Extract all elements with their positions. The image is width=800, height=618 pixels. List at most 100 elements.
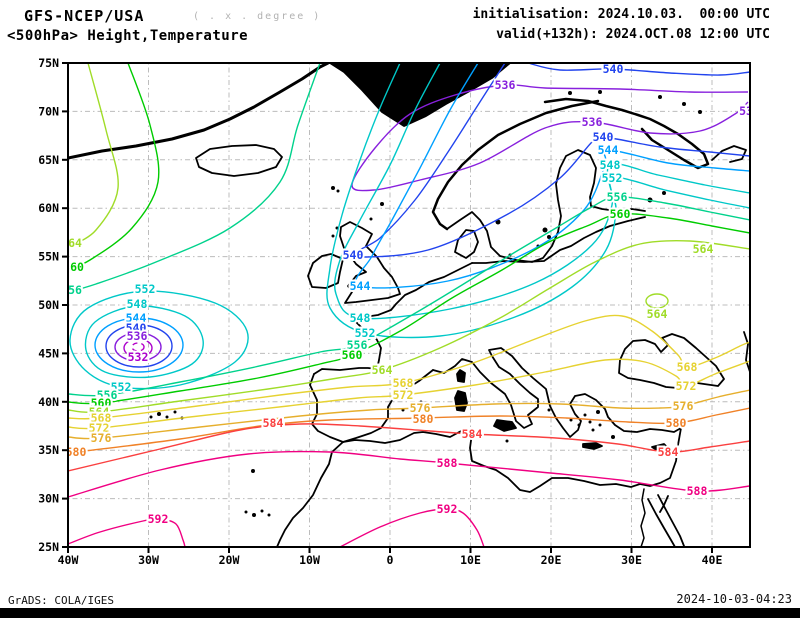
contour-label: 556 — [607, 190, 628, 204]
island-dot — [149, 415, 153, 419]
contour-552 — [326, 63, 750, 339]
island-dot — [244, 510, 248, 514]
contour-564 — [68, 239, 750, 414]
bottom-bar — [0, 608, 800, 618]
coastline — [313, 262, 473, 375]
contour-540 — [350, 63, 750, 258]
contour-572 — [68, 358, 750, 430]
contour-label: 588 — [437, 456, 458, 470]
island-dot — [598, 423, 602, 427]
contour-544 — [94, 317, 184, 373]
contour-label: 560 — [610, 207, 631, 221]
page-title: <500hPa> Height,Temperature — [7, 28, 249, 44]
contour-548 — [333, 63, 750, 320]
contour-592 — [339, 508, 485, 547]
island-dot — [369, 217, 373, 221]
contour-580 — [68, 407, 750, 454]
x-tick-label: 20E — [541, 553, 562, 567]
island-dot — [569, 418, 573, 422]
y-tick-label: 75N — [38, 56, 59, 70]
coastline — [432, 347, 682, 438]
contour-label: 540 — [603, 62, 624, 76]
contour-592 — [68, 518, 186, 547]
contour-label: 548 — [600, 158, 621, 172]
contour-label: 576 — [91, 431, 112, 445]
coastline — [195, 144, 283, 177]
contour-556 — [68, 63, 321, 293]
coastline — [659, 495, 669, 513]
contour-label: 552 — [602, 171, 623, 185]
contour-560 — [68, 63, 160, 270]
contour-label: 536 — [127, 329, 148, 343]
contour-560 — [68, 213, 750, 405]
island-dot — [331, 186, 335, 190]
island-dot — [157, 412, 161, 416]
contour-548 — [84, 305, 204, 379]
island-dot — [165, 415, 169, 419]
grads-credit: GrADS: COLA/IGES — [8, 594, 114, 607]
island-dot — [698, 110, 702, 114]
contour-label: 64 — [68, 236, 82, 250]
contour-label: 580 — [413, 412, 434, 426]
y-tick-label: 25N — [38, 540, 59, 554]
island-dot — [419, 400, 423, 404]
coastline — [307, 253, 344, 289]
contour-label: 564 — [89, 405, 110, 419]
coastline — [456, 369, 466, 383]
contour-label: 560 — [91, 396, 112, 410]
contour-label: 564 — [647, 307, 668, 321]
graticule-grid — [68, 63, 750, 547]
y-tick-label: 35N — [38, 443, 59, 457]
contour-528 — [131, 342, 145, 352]
coastline — [618, 333, 725, 389]
contour-label: 568 — [91, 411, 112, 425]
creation-timestamp: 2024-10-03-04:23 — [676, 592, 792, 606]
island-dot — [173, 410, 177, 414]
contour-label: 552 — [355, 326, 376, 340]
island-dot — [252, 513, 256, 517]
island-dot — [577, 423, 581, 427]
y-tick-label: 65N — [38, 153, 59, 167]
island-dot — [598, 90, 602, 94]
contour-label: 552 — [111, 380, 132, 394]
contour-label: 56 — [68, 283, 82, 297]
contour-label: 580 — [666, 416, 687, 430]
island-dot — [583, 413, 587, 417]
contour-label: 536 — [582, 115, 603, 129]
contour-label: 572 — [89, 421, 110, 435]
coastline — [647, 498, 676, 547]
x-tick-label: 30W — [138, 553, 159, 567]
island-dot — [611, 435, 615, 439]
contour-label: 572 — [676, 379, 697, 393]
island-dot — [435, 95, 439, 99]
contour-label: 552 — [135, 282, 156, 296]
coastline — [276, 441, 344, 547]
island-dot — [542, 227, 548, 233]
island-dot — [409, 402, 415, 408]
valid-time: valid(+132h): 2024.OCT.08 12:00 UTC — [496, 27, 770, 42]
contour-556 — [68, 196, 750, 397]
contour-label: 564 — [693, 242, 714, 256]
contour-label: 548 — [350, 311, 371, 325]
island-dot — [380, 202, 384, 206]
x-tick-label: 40W — [58, 553, 79, 567]
x-tick-label: 10W — [299, 553, 320, 567]
y-tick-label: 60N — [38, 201, 59, 215]
contour-564 — [68, 63, 119, 248]
contour-label: 564 — [372, 363, 393, 377]
x-tick-label: 40E — [702, 553, 723, 567]
contour-label: 540 — [593, 130, 614, 144]
coastline — [743, 331, 750, 373]
contour-label: 560 — [342, 348, 363, 362]
coastline — [493, 419, 517, 432]
contour-584 — [68, 423, 750, 472]
contour-label: 568 — [393, 376, 414, 390]
contour-label: 568 — [677, 360, 698, 374]
island-dot — [251, 469, 255, 473]
contour-588 — [68, 450, 750, 498]
y-tick-label: 70N — [38, 104, 59, 118]
contour-label: 584 — [462, 427, 483, 441]
